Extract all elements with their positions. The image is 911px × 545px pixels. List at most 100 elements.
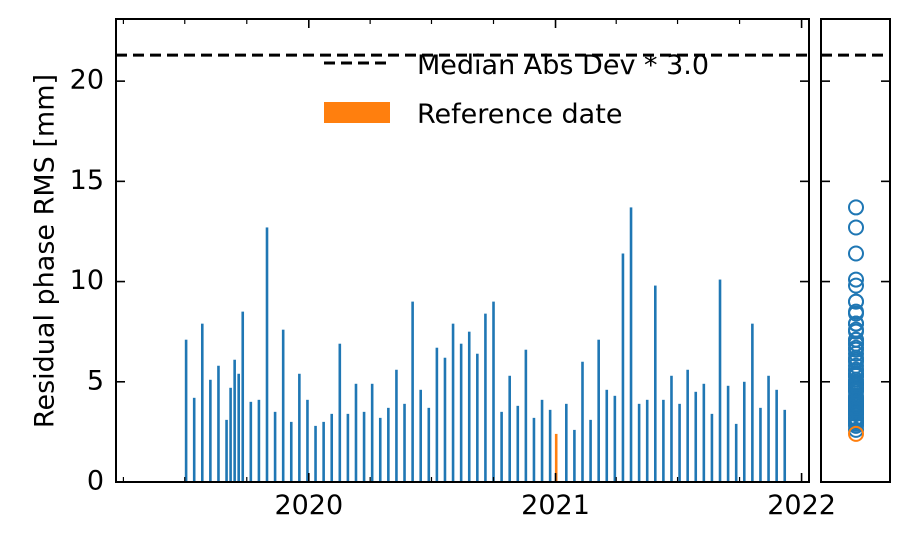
bar — [395, 369, 398, 482]
rms-point — [848, 373, 864, 390]
bar — [241, 311, 245, 482]
bar — [419, 389, 423, 482]
bar — [281, 329, 285, 482]
rms-point — [848, 277, 864, 294]
bar — [565, 403, 568, 482]
bar — [354, 383, 358, 482]
bar — [200, 323, 204, 482]
bar — [678, 403, 681, 482]
bar — [346, 413, 350, 482]
main-plot-frame — [115, 18, 810, 483]
bar — [467, 331, 471, 482]
x-tick-label: 2021 — [521, 490, 590, 521]
bar — [613, 395, 617, 482]
bar — [751, 323, 754, 482]
bar — [209, 379, 212, 482]
bar — [718, 279, 722, 482]
bar — [653, 285, 657, 482]
legend-threshold-label: Median Abs Dev * 3.0 — [417, 50, 709, 81]
bar — [742, 381, 746, 482]
main-plot-bars — [184, 207, 787, 482]
bar — [605, 389, 609, 482]
bar — [662, 399, 665, 482]
bar — [500, 411, 503, 482]
bar — [492, 301, 495, 482]
rms-point — [848, 335, 864, 352]
rms-point — [848, 199, 864, 216]
bar — [702, 383, 706, 482]
rms-point — [848, 401, 864, 418]
y-axis-title: Residual phase RMS [mm] — [30, 74, 61, 428]
bar — [257, 399, 261, 482]
y-tick-label: 15 — [70, 165, 104, 196]
bar — [322, 421, 325, 482]
bar — [629, 207, 633, 482]
bar — [589, 419, 592, 482]
rms-point — [848, 381, 864, 398]
bar — [573, 429, 576, 482]
y-tick-label: 20 — [70, 65, 104, 96]
bar — [289, 421, 293, 482]
bar — [581, 361, 584, 482]
bar — [217, 365, 220, 482]
rms-point — [848, 421, 864, 438]
legend-reference-swatch — [324, 102, 390, 123]
rms-point — [848, 341, 864, 358]
bar — [540, 399, 544, 482]
bar — [192, 397, 196, 482]
bar — [686, 369, 689, 482]
bar — [184, 339, 188, 482]
bar — [726, 385, 730, 482]
rms-point — [848, 315, 864, 332]
bar — [621, 253, 625, 482]
bar — [370, 383, 374, 482]
bar — [734, 423, 738, 482]
bar — [645, 399, 649, 482]
bar — [314, 425, 317, 482]
bar — [306, 399, 309, 482]
bar — [411, 301, 414, 482]
bar — [435, 347, 439, 482]
bar — [403, 403, 406, 482]
rms-point — [848, 271, 864, 288]
bar — [378, 417, 382, 482]
bar — [459, 343, 463, 482]
axis-ticks — [116, 19, 890, 483]
bar — [225, 419, 228, 482]
rms-point — [848, 245, 864, 262]
rms-point — [848, 331, 864, 348]
bar — [338, 343, 342, 482]
rms-point — [848, 377, 864, 394]
bar — [637, 403, 641, 482]
bar — [759, 407, 762, 482]
bar — [387, 407, 390, 482]
bar — [783, 409, 787, 482]
rms-point — [848, 219, 864, 236]
rms-point — [848, 405, 864, 422]
rms-point — [848, 323, 864, 340]
bar — [476, 353, 479, 482]
x-tick-label: 2022 — [767, 490, 836, 521]
bar — [443, 357, 447, 482]
bar — [233, 359, 236, 482]
bar — [532, 417, 536, 482]
bar — [548, 409, 552, 482]
y-tick-label: 0 — [87, 466, 104, 497]
bar — [249, 401, 253, 482]
bar — [775, 389, 778, 482]
rms-point — [848, 293, 864, 310]
legend-reference-label: Reference date — [417, 99, 622, 130]
bar — [508, 375, 511, 482]
x-tick-label: 2020 — [274, 490, 343, 521]
bar — [710, 413, 714, 482]
bar — [237, 373, 240, 482]
bar — [229, 387, 232, 482]
bar — [298, 373, 301, 482]
reference-point — [848, 425, 864, 442]
bar — [670, 375, 673, 482]
rms-point — [848, 357, 864, 374]
bar — [484, 313, 487, 482]
bar — [767, 375, 770, 482]
side-plot-points — [848, 199, 864, 442]
